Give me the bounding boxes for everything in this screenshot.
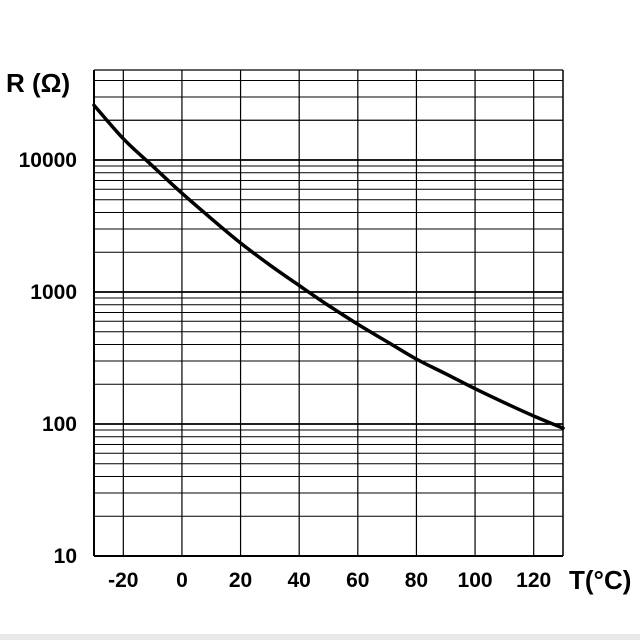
x-tick-label: 120 [516, 569, 551, 592]
y-axis-label: R (Ω) [6, 68, 70, 98]
x-tick-label: 80 [405, 569, 428, 592]
y-tick-labels: 10 100 1000 10000 [19, 149, 77, 568]
grid [94, 70, 563, 557]
x-tick-label: 100 [458, 569, 493, 592]
y-tick-label: 10000 [19, 149, 77, 172]
x-tick-label: 0 [176, 569, 188, 592]
y-tick-label: 1000 [30, 281, 77, 304]
x-tick-label: 20 [229, 569, 252, 592]
x-tick-label: 60 [346, 569, 369, 592]
curve-layer [92, 103, 565, 430]
x-axis-label: T(°C) [569, 565, 631, 595]
resistance-curve [92, 103, 565, 430]
x-tick-label: -20 [108, 569, 138, 592]
y-tick-label: 10 [54, 545, 77, 568]
x-tick-labels: -20 0 20 40 60 80 100 120 [108, 569, 551, 592]
plot-frame [93, 69, 564, 557]
bottom-strip [0, 634, 640, 640]
x-tick-label: 40 [288, 569, 311, 592]
y-tick-label: 100 [42, 413, 77, 436]
